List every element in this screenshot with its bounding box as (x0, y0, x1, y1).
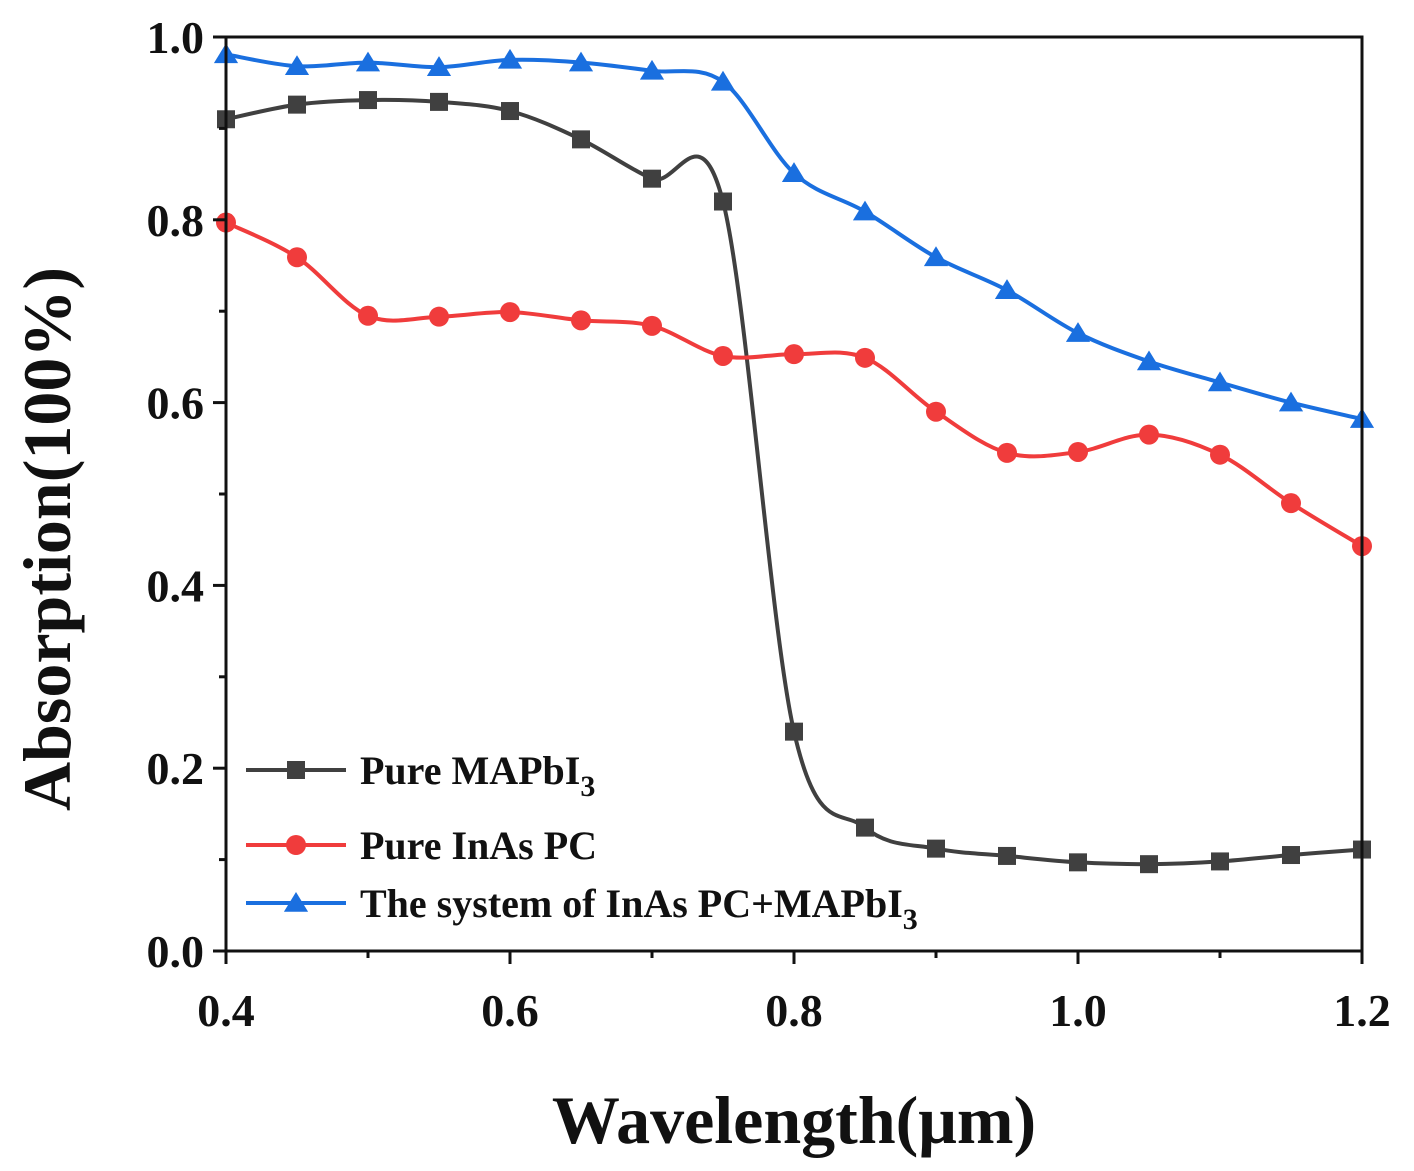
data-point-pure-inas-pc (926, 401, 946, 422)
data-point-pure-mapbi3 (714, 192, 732, 211)
data-point-the-system-of-inas-pc-mapbi3 (994, 279, 1020, 299)
data-point-the-system-of-inas-pc-mapbi3 (852, 200, 878, 221)
legend-item-pure-inas-pc: Pure InAs PC (246, 823, 597, 868)
data-point-the-system-of-inas-pc-mapbi3 (1136, 350, 1162, 371)
data-point-pure-mapbi3 (1282, 846, 1300, 865)
legend-item-the-system-of-inas-pc-mapbi3: The system of InAs PC+MAPbI3 (246, 881, 918, 936)
legend-marker (286, 835, 306, 855)
data-point-the-system-of-inas-pc-mapbi3 (1278, 391, 1304, 412)
data-point-the-system-of-inas-pc-mapbi3 (781, 162, 807, 182)
y-tick-label: 0.6 (147, 378, 205, 429)
x-tick-label: 0.8 (765, 985, 823, 1036)
data-point-the-system-of-inas-pc-mapbi3 (710, 70, 736, 91)
y-tick-label: 0.0 (147, 926, 205, 977)
legend-label-main: Pure MAPbI (360, 748, 580, 793)
data-point-pure-mapbi3 (856, 818, 874, 837)
legend-marker (287, 761, 305, 779)
data-point-pure-inas-pc (358, 305, 378, 326)
data-point-the-system-of-inas-pc-mapbi3 (355, 51, 381, 72)
plot-markers (213, 43, 1375, 874)
data-point-the-system-of-inas-pc-mapbi3 (1207, 371, 1233, 392)
data-point-pure-mapbi3 (1211, 852, 1229, 871)
x-tick-label: 0.6 (481, 985, 539, 1036)
data-point-pure-mapbi3 (785, 722, 803, 741)
data-point-pure-mapbi3 (359, 91, 377, 110)
data-point-pure-inas-pc (784, 344, 804, 365)
legend-label-main: The system of InAs PC+MAPbI (360, 881, 903, 926)
y-axis-title: Absorption(100%) (9, 267, 85, 811)
data-point-pure-inas-pc (500, 302, 520, 323)
data-point-the-system-of-inas-pc-mapbi3 (426, 56, 452, 76)
y-tick-label: 0.4 (147, 560, 205, 611)
y-tick-label: 0.8 (147, 195, 205, 246)
data-point-pure-mapbi3 (998, 846, 1016, 865)
data-point-pure-inas-pc (1139, 424, 1159, 445)
data-point-the-system-of-inas-pc-mapbi3 (497, 48, 523, 69)
x-tick-label: 0.4 (197, 985, 255, 1036)
data-point-the-system-of-inas-pc-mapbi3 (923, 246, 949, 267)
legend-label-subscript: 3 (580, 770, 595, 803)
legend-label: The system of InAs PC+MAPbI3 (360, 881, 918, 936)
data-point-pure-inas-pc (1068, 441, 1088, 462)
data-point-pure-inas-pc (855, 347, 875, 368)
data-point-pure-inas-pc (571, 310, 591, 331)
data-point-pure-mapbi3 (643, 169, 661, 188)
data-point-pure-inas-pc (1210, 444, 1230, 465)
data-point-pure-inas-pc (1281, 493, 1301, 514)
data-point-the-system-of-inas-pc-mapbi3 (639, 59, 665, 80)
y-tick-label: 1.0 (147, 12, 205, 63)
axis-ticks (213, 35, 1364, 964)
series-line-the-system-of-inas-pc-mapbi3 (225, 52, 1363, 422)
data-point-pure-inas-pc (642, 315, 662, 336)
legend-item-pure-mapbi3: Pure MAPbI3 (246, 748, 595, 803)
legend-label-subscript: 3 (903, 903, 918, 936)
data-point-pure-mapbi3 (1140, 855, 1158, 874)
data-point-pure-mapbi3 (288, 95, 306, 114)
data-point-pure-mapbi3 (430, 92, 448, 111)
x-axis-title: Wavelength(μm) (552, 1082, 1036, 1158)
data-point-pure-inas-pc (287, 247, 307, 268)
series-line-pure-inas-pc (225, 220, 1364, 548)
data-point-pure-inas-pc (997, 442, 1017, 463)
data-point-pure-inas-pc (429, 306, 449, 327)
axis-tick-labels: 0.4 0.6 0.8 1.0 1.2 0.0 0.2 0.4 0.6 0.8 1.0 (147, 12, 1391, 1036)
data-point-the-system-of-inas-pc-mapbi3 (284, 55, 310, 76)
legend-label: Pure InAs PC (360, 823, 597, 868)
legend-label-main: Pure InAs PC (360, 823, 597, 868)
x-tick-label: 1.0 (1049, 985, 1107, 1036)
y-tick-label: 0.2 (147, 743, 205, 794)
data-point-pure-mapbi3 (572, 130, 590, 149)
data-point-the-system-of-inas-pc-mapbi3 (1065, 322, 1091, 342)
data-point-pure-mapbi3 (1069, 853, 1087, 872)
data-point-the-system-of-inas-pc-mapbi3 (568, 51, 594, 72)
legend-marker (283, 892, 309, 912)
data-point-pure-mapbi3 (501, 102, 519, 121)
x-tick-label: 1.2 (1333, 985, 1391, 1036)
data-point-pure-inas-pc (713, 345, 733, 366)
data-point-pure-mapbi3 (927, 839, 945, 858)
legend-label: Pure MAPbI3 (360, 748, 595, 803)
